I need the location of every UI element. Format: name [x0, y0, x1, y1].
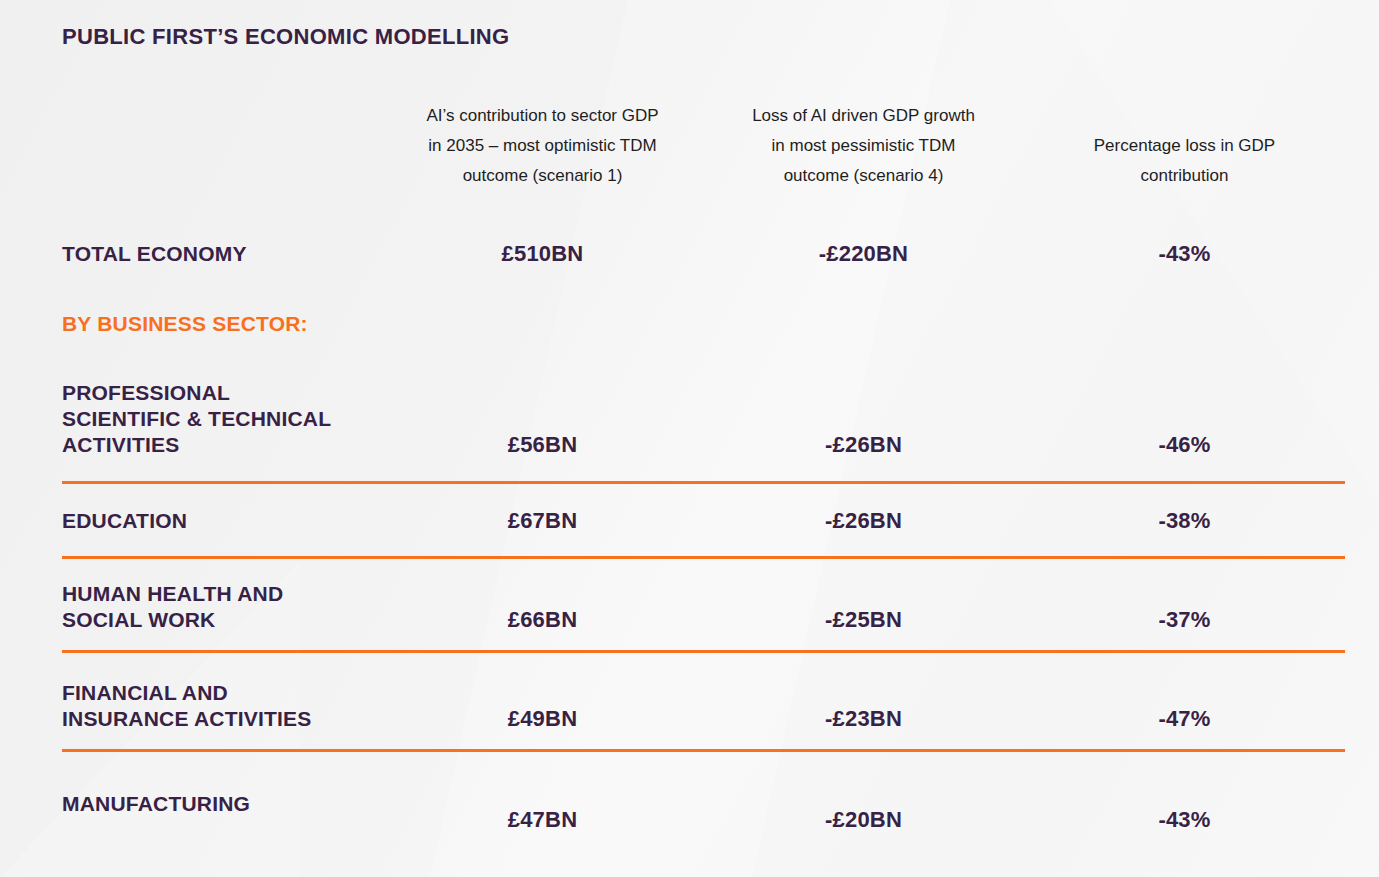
table-row: EDUCATION £67BN -£26BN -38% — [62, 484, 1345, 559]
row-value: -£220BN — [703, 241, 1024, 267]
row-value: -£23BN — [703, 706, 1024, 732]
table-row: HUMAN HEALTH AND SOCIAL WORK £66BN -£25B… — [62, 559, 1345, 653]
table-row-total-economy: TOTAL ECONOMY £510BN -£220BN -43% — [62, 241, 1345, 267]
row-label: HUMAN HEALTH AND SOCIAL WORK — [62, 581, 382, 633]
row-value: -43% — [1024, 241, 1345, 267]
table-row: MANUFACTURING £47BN -£20BN -43% — [62, 752, 1345, 857]
row-value: -£20BN — [703, 807, 1024, 833]
table-row: PROFESSIONAL SCIENTIFIC & TECHNICAL ACTI… — [62, 336, 1345, 484]
row-label: FINANCIAL AND INSURANCE ACTIVITIES — [62, 680, 382, 732]
row-value: £66BN — [382, 607, 703, 633]
row-value: £510BN — [382, 241, 703, 267]
section-heading-by-business-sector: BY BUSINESS SECTOR: — [62, 312, 1379, 336]
economic-modelling-table: PUBLIC FIRST’S ECONOMIC MODELLING AI’s c… — [0, 24, 1379, 877]
row-value: -43% — [1024, 807, 1345, 833]
column-header-pessimistic-loss: Loss of AI driven GDP growth in most pes… — [703, 101, 1024, 191]
row-value: -£25BN — [703, 607, 1024, 633]
table-header-row: AI’s contribution to sector GDP in 2035 … — [62, 101, 1345, 191]
column-header-percentage-loss: Percentage loss in GDP contribution — [1024, 131, 1345, 191]
table-row: FINANCIAL AND INSURANCE ACTIVITIES £49BN… — [62, 653, 1345, 752]
column-header-optimistic-gdp: AI’s contribution to sector GDP in 2035 … — [382, 101, 703, 191]
row-value: £67BN — [382, 508, 703, 534]
row-value: -37% — [1024, 607, 1345, 633]
row-value: -47% — [1024, 706, 1345, 732]
row-value: -46% — [1024, 432, 1345, 458]
row-value: -£26BN — [703, 432, 1024, 458]
row-value: £56BN — [382, 432, 703, 458]
page-title: PUBLIC FIRST’S ECONOMIC MODELLING — [62, 24, 1379, 50]
row-label: MANUFACTURING — [62, 791, 382, 833]
row-value: -£26BN — [703, 508, 1024, 534]
row-value: -38% — [1024, 508, 1345, 534]
row-value: £47BN — [382, 807, 703, 833]
row-value: £49BN — [382, 706, 703, 732]
row-label: PROFESSIONAL SCIENTIFIC & TECHNICAL ACTI… — [62, 380, 382, 458]
row-label: TOTAL ECONOMY — [62, 241, 382, 267]
row-label: EDUCATION — [62, 508, 382, 534]
